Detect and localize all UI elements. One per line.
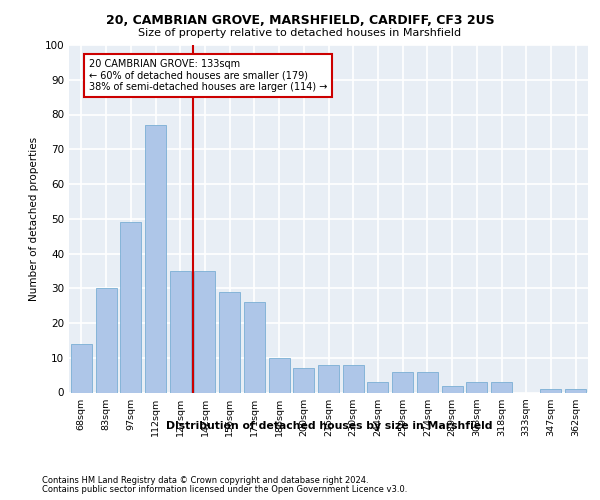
Bar <box>293 368 314 392</box>
Bar <box>541 389 562 392</box>
Bar <box>367 382 388 392</box>
Bar <box>219 292 240 392</box>
Bar <box>442 386 463 392</box>
Bar <box>269 358 290 392</box>
Text: 20, CAMBRIAN GROVE, MARSHFIELD, CARDIFF, CF3 2US: 20, CAMBRIAN GROVE, MARSHFIELD, CARDIFF,… <box>106 14 494 27</box>
Bar <box>145 125 166 392</box>
Text: Distribution of detached houses by size in Marshfield: Distribution of detached houses by size … <box>166 421 492 431</box>
Bar <box>343 364 364 392</box>
Bar <box>318 364 339 392</box>
Bar <box>491 382 512 392</box>
Bar <box>466 382 487 392</box>
Bar <box>170 271 191 392</box>
Text: Contains public sector information licensed under the Open Government Licence v3: Contains public sector information licen… <box>42 485 407 494</box>
Bar <box>120 222 141 392</box>
Bar <box>417 372 438 392</box>
Text: Size of property relative to detached houses in Marshfield: Size of property relative to detached ho… <box>139 28 461 38</box>
Bar <box>244 302 265 392</box>
Bar <box>392 372 413 392</box>
Bar <box>95 288 116 393</box>
Bar <box>71 344 92 393</box>
Y-axis label: Number of detached properties: Number of detached properties <box>29 136 39 301</box>
Text: Contains HM Land Registry data © Crown copyright and database right 2024.: Contains HM Land Registry data © Crown c… <box>42 476 368 485</box>
Bar <box>565 389 586 392</box>
Bar <box>194 271 215 392</box>
Text: 20 CAMBRIAN GROVE: 133sqm
← 60% of detached houses are smaller (179)
38% of semi: 20 CAMBRIAN GROVE: 133sqm ← 60% of detac… <box>89 59 327 92</box>
